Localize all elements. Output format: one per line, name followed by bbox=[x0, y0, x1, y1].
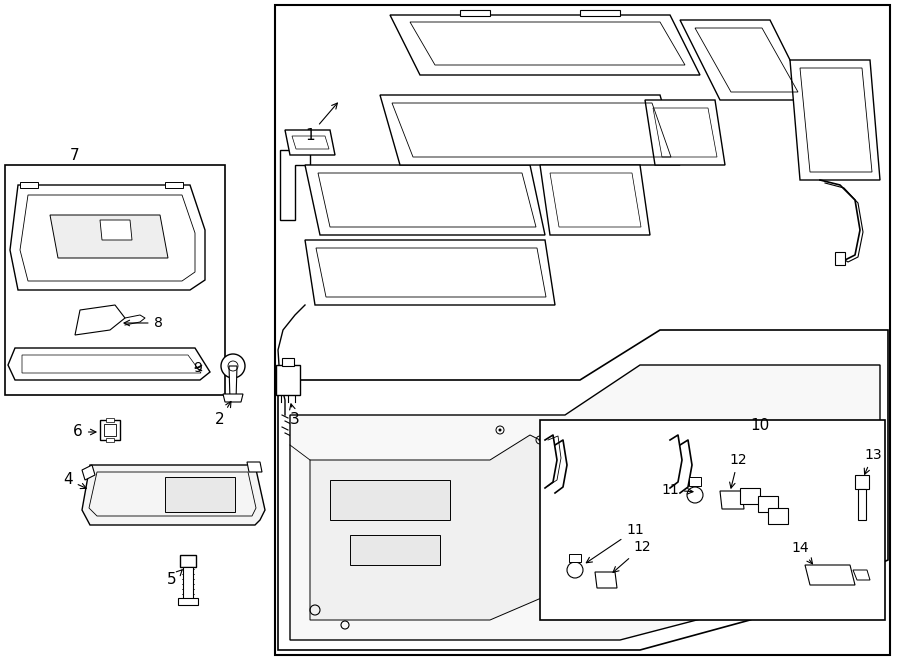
Bar bbox=[689, 477, 701, 486]
Text: 13: 13 bbox=[864, 448, 882, 475]
Text: 11: 11 bbox=[662, 483, 693, 497]
Polygon shape bbox=[229, 366, 237, 400]
Polygon shape bbox=[853, 570, 870, 580]
Circle shape bbox=[499, 428, 501, 432]
Polygon shape bbox=[645, 100, 725, 165]
Polygon shape bbox=[100, 220, 132, 240]
Polygon shape bbox=[280, 150, 310, 220]
Polygon shape bbox=[835, 252, 845, 265]
Polygon shape bbox=[858, 489, 866, 520]
Text: 1: 1 bbox=[305, 103, 338, 143]
Bar bbox=[104, 424, 116, 436]
Polygon shape bbox=[855, 475, 869, 489]
Text: 6: 6 bbox=[73, 424, 96, 440]
Polygon shape bbox=[247, 462, 262, 472]
Text: 2: 2 bbox=[215, 401, 231, 428]
Polygon shape bbox=[680, 20, 810, 100]
Text: 9: 9 bbox=[194, 361, 202, 375]
Text: 5: 5 bbox=[167, 570, 182, 588]
Polygon shape bbox=[758, 496, 778, 512]
Polygon shape bbox=[183, 567, 193, 600]
Circle shape bbox=[221, 354, 245, 378]
Bar bbox=[275, 5, 890, 655]
Polygon shape bbox=[740, 488, 760, 504]
Bar bbox=[282, 358, 294, 366]
Polygon shape bbox=[305, 240, 555, 305]
Text: 8: 8 bbox=[124, 316, 162, 330]
Circle shape bbox=[567, 562, 583, 578]
Polygon shape bbox=[790, 60, 880, 180]
Polygon shape bbox=[82, 465, 265, 525]
Polygon shape bbox=[540, 165, 650, 235]
Polygon shape bbox=[178, 598, 198, 605]
Bar bbox=[165, 477, 235, 512]
Polygon shape bbox=[165, 182, 183, 188]
Polygon shape bbox=[278, 330, 888, 650]
Text: 12: 12 bbox=[729, 453, 747, 488]
Bar bbox=[569, 554, 581, 562]
Polygon shape bbox=[595, 572, 617, 588]
Text: 3: 3 bbox=[290, 404, 300, 428]
Polygon shape bbox=[805, 565, 855, 585]
Bar bbox=[106, 438, 114, 442]
Text: 14: 14 bbox=[791, 541, 813, 564]
Polygon shape bbox=[290, 365, 880, 640]
Bar bbox=[106, 418, 114, 422]
Polygon shape bbox=[305, 165, 545, 235]
Polygon shape bbox=[8, 348, 210, 380]
Polygon shape bbox=[580, 10, 620, 16]
Polygon shape bbox=[720, 491, 744, 509]
Polygon shape bbox=[50, 215, 168, 258]
Polygon shape bbox=[390, 15, 700, 75]
Polygon shape bbox=[380, 95, 680, 165]
Text: 12: 12 bbox=[613, 540, 651, 572]
Circle shape bbox=[544, 568, 546, 572]
Text: 11: 11 bbox=[586, 523, 643, 563]
Bar bbox=[276, 365, 300, 395]
Polygon shape bbox=[82, 465, 95, 480]
Polygon shape bbox=[350, 535, 440, 565]
Polygon shape bbox=[768, 508, 788, 524]
Polygon shape bbox=[180, 555, 196, 567]
Polygon shape bbox=[285, 130, 335, 155]
Text: 7: 7 bbox=[70, 147, 79, 163]
Bar bbox=[100, 420, 120, 440]
Polygon shape bbox=[330, 480, 450, 520]
Polygon shape bbox=[75, 305, 125, 335]
Circle shape bbox=[538, 438, 542, 442]
Polygon shape bbox=[223, 394, 243, 402]
Text: 10: 10 bbox=[750, 418, 770, 432]
Polygon shape bbox=[10, 185, 205, 290]
Text: 4: 4 bbox=[63, 473, 86, 488]
Bar bbox=[540, 420, 885, 620]
Circle shape bbox=[687, 487, 703, 503]
Polygon shape bbox=[20, 182, 38, 188]
Polygon shape bbox=[460, 10, 490, 16]
Bar bbox=[5, 165, 225, 395]
Polygon shape bbox=[310, 435, 560, 620]
